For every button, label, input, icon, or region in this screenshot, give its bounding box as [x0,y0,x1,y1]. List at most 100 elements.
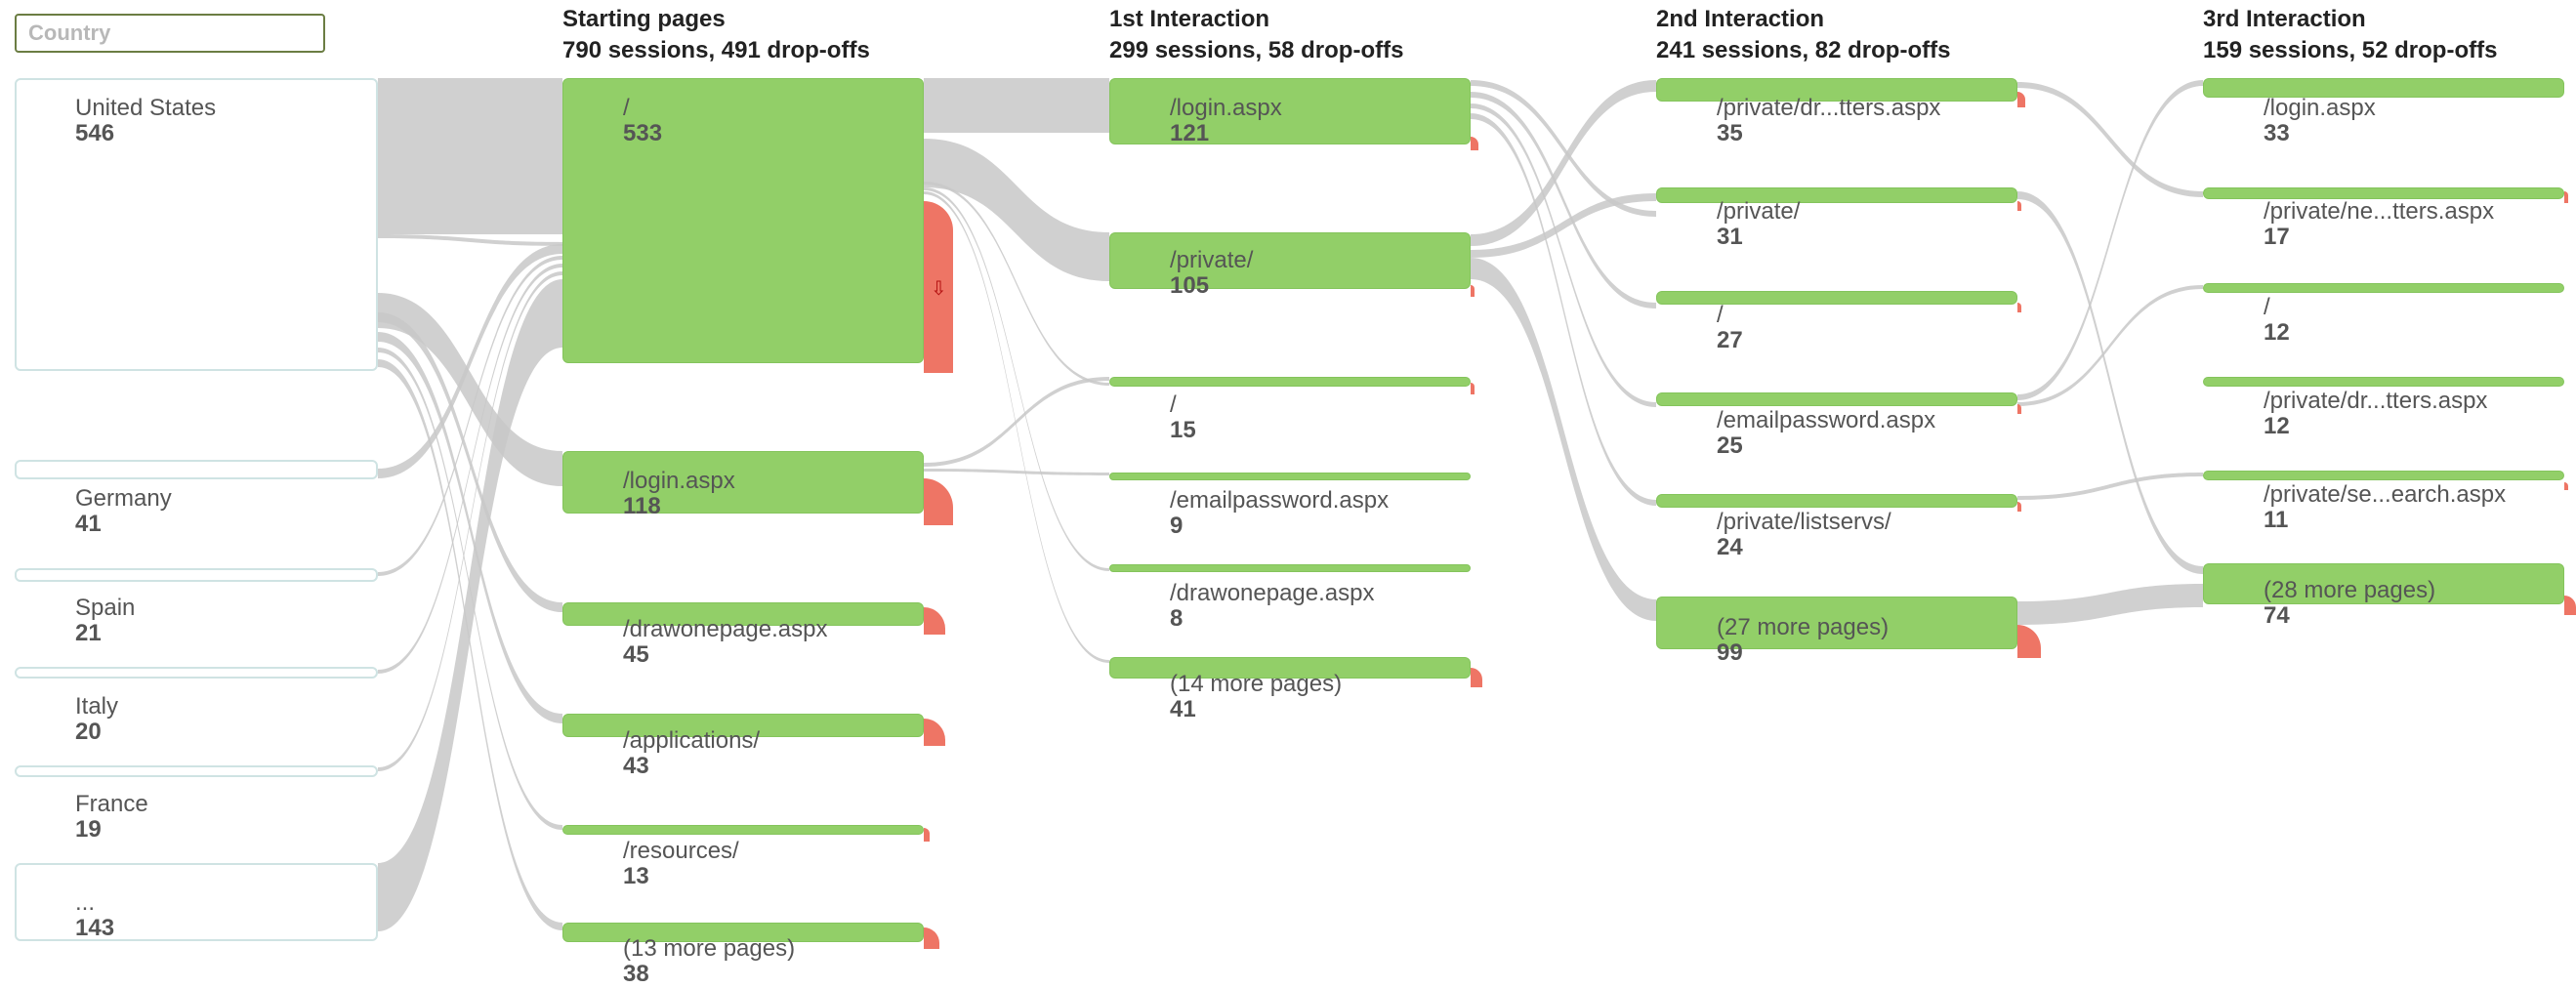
page-node-4-4[interactable] [2203,471,2564,480]
country-node-0-5[interactable] [15,863,378,941]
dropoff-bar[interactable] [2017,502,2021,512]
header-subtitle: 159 sessions, 52 drop-offs [2203,37,2498,63]
link-country-start[interactable] [378,312,562,612]
country-filter-input[interactable] [15,14,325,53]
node-value: 118 [623,493,661,519]
page-node-1-3[interactable] [562,714,924,737]
link-start-i1[interactable] [924,191,1109,663]
node-label: ... 143 [75,890,114,941]
dropoff-bar[interactable] [924,607,945,635]
dropoff-bar[interactable] [2564,596,2576,615]
link-i1-i2[interactable] [1471,92,1656,309]
node-label: /emailpassword.aspx 25 [1717,408,1935,459]
dropoff-bar[interactable] [1471,285,1475,297]
node-value: 35 [1717,120,1743,146]
link-i1-i2[interactable] [1471,80,1656,217]
link-start-i1[interactable] [924,377,1109,467]
dropoff-bar[interactable] [2564,482,2568,490]
country-node-0-2[interactable] [15,568,378,582]
page-node-3-0[interactable] [1656,78,2017,102]
link-country-start[interactable] [378,359,562,930]
node-value: 41 [75,511,102,537]
dropoff-bar[interactable] [2564,191,2568,203]
page-node-1-1[interactable] [562,451,924,514]
dropoff-bar[interactable] [2017,92,2025,107]
page-node-2-0[interactable] [1109,78,1471,144]
page-node-3-2[interactable] [1656,291,2017,305]
page-node-1-4[interactable] [562,825,924,835]
link-i2-i3[interactable] [2017,584,2203,625]
page-node-2-4[interactable] [1109,564,1471,572]
page-node-2-3[interactable] [1109,473,1471,480]
node-name: /private/dr...tters.aspx [2264,388,2488,414]
node-name: /private/ne...tters.aspx [2264,198,2495,225]
dropoff-bar[interactable] [1471,383,1475,394]
node-value: 12 [2264,319,2290,346]
dropoff-bar[interactable] [924,201,953,373]
page-node-3-3[interactable] [1656,392,2017,406]
link-country-start[interactable] [378,234,562,246]
dropoff-bar[interactable] [924,828,930,842]
dropoff-bar[interactable] [2017,201,2021,211]
link-start-i1[interactable] [924,78,1109,133]
link-country-start[interactable] [378,256,562,576]
dropoff-bar[interactable] [1471,137,1478,150]
link-i1-i2[interactable] [1471,258,1656,621]
node-value: 13 [623,863,649,889]
page-node-4-1[interactable] [2203,187,2564,199]
link-i2-i3[interactable] [2017,285,2203,406]
country-node-0-4[interactable] [15,765,378,777]
dropoff-bar[interactable] [2017,303,2021,312]
node-label: /resources/13 [623,839,739,889]
page-node-4-0[interactable] [2203,78,2564,98]
page-node-2-1[interactable] [1109,232,1471,289]
header-starting-pages: Starting pages 790 sessions, 491 drop-of… [562,4,870,66]
page-node-1-5[interactable] [562,923,924,942]
link-i1-i2[interactable] [1471,80,1656,246]
page-node-4-5[interactable] [2203,563,2564,604]
link-country-start[interactable] [378,78,562,234]
header-interaction-3: 3rd Interaction 159 sessions, 52 drop-of… [2203,4,2497,66]
link-country-start[interactable] [378,271,562,771]
dropoff-bar[interactable] [924,719,945,746]
link-start-i1[interactable] [924,139,1109,281]
page-node-3-4[interactable] [1656,494,2017,508]
link-start-i1[interactable] [924,187,1109,571]
page-node-2-5[interactable] [1109,657,1471,679]
link-i1-i2[interactable] [1471,113,1656,506]
link-country-start[interactable] [378,264,562,674]
link-i2-i3[interactable] [2017,473,2203,500]
page-node-1-2[interactable] [562,602,924,626]
page-node-3-5[interactable] [1656,597,2017,649]
country-node-0-1[interactable] [15,460,378,479]
dropoff-bar[interactable] [924,927,939,949]
link-country-start[interactable] [378,244,562,478]
dropoff-bar[interactable] [2017,404,2021,414]
link-i1-i2[interactable] [1471,193,1656,258]
link-start-i1[interactable] [924,469,1109,475]
node-label: /15 [1170,392,1196,443]
page-node-3-1[interactable] [1656,187,2017,203]
node-label: /private/dr...tters.aspx 35 [1717,96,1940,146]
country-node-0-3[interactable] [15,667,378,679]
link-country-start[interactable] [378,293,562,486]
link-i2-i3[interactable] [2017,82,2203,197]
node-name: /private/ [1717,198,1801,225]
node-value: 546 [75,120,115,146]
page-node-4-3[interactable] [2203,377,2564,387]
link-i2-i3[interactable] [2017,80,2203,400]
link-i2-i3[interactable] [2017,191,2203,574]
node-name: ... [75,889,96,916]
page-node-2-2[interactable] [1109,377,1471,387]
page-node-4-2[interactable] [2203,283,2564,293]
country-node-0-0[interactable] [15,78,378,371]
link-country-start[interactable] [378,332,562,723]
link-i1-i2[interactable] [1471,103,1656,407]
link-start-i1[interactable] [924,182,1109,386]
dropoff-bar[interactable] [1471,668,1482,687]
page-node-1-0[interactable] [562,78,924,363]
link-country-start[interactable] [378,279,562,931]
header-interaction-1: 1st Interaction 299 sessions, 58 drop-of… [1109,4,1403,66]
node-name: /private/listservs/ [1717,509,1891,535]
